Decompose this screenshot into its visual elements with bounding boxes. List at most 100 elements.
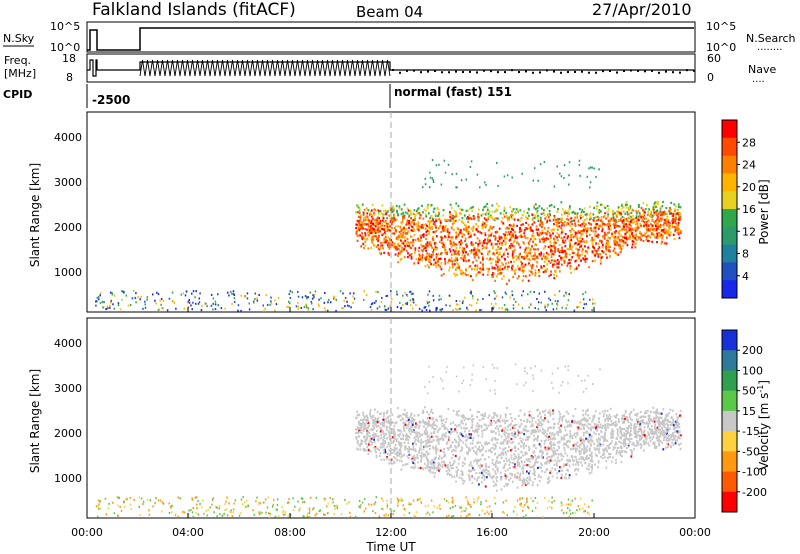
scatter-point xyxy=(548,297,550,300)
power-colorbar-swatch xyxy=(722,173,737,192)
scatter-point xyxy=(397,254,399,257)
scatter-point xyxy=(553,425,555,429)
scatter-point xyxy=(465,268,467,271)
scatter-point xyxy=(486,237,489,240)
scatter-point xyxy=(461,301,464,304)
scatter-point xyxy=(466,307,468,310)
scatter-point xyxy=(506,219,509,222)
scatter-point xyxy=(584,291,587,294)
scatter-point xyxy=(645,236,648,239)
scatter-point xyxy=(528,258,531,261)
scatter-point xyxy=(625,201,628,204)
scatter-point xyxy=(432,222,435,226)
scatter-point xyxy=(453,475,456,478)
scatter-point xyxy=(429,227,431,230)
scatter-point xyxy=(554,247,557,250)
scatter-point xyxy=(651,214,654,217)
scatter-point xyxy=(609,255,611,259)
scatter-point xyxy=(641,234,644,237)
scatter-point xyxy=(221,514,224,517)
scatter-point xyxy=(453,263,456,266)
scatter-point xyxy=(513,466,516,469)
scatter-point xyxy=(425,442,428,445)
scatter-point xyxy=(381,219,384,222)
scatter-point xyxy=(481,256,484,259)
scatter-point xyxy=(270,296,272,299)
scatter-point xyxy=(598,246,601,249)
scatter-point xyxy=(677,205,680,209)
scatter-point xyxy=(591,426,594,429)
scatter-point xyxy=(539,216,542,219)
scatter-point xyxy=(506,475,509,478)
scatter-point xyxy=(620,204,623,207)
scatter-point xyxy=(508,279,511,282)
scatter-point xyxy=(409,246,412,250)
scatter-point xyxy=(511,473,513,477)
scatter-point xyxy=(455,215,458,218)
scatter-point xyxy=(483,478,486,481)
scatter-point xyxy=(623,216,626,220)
scatter-point xyxy=(571,499,573,502)
scatter-point xyxy=(499,471,502,474)
scatter-point xyxy=(607,426,610,429)
scatter-point xyxy=(651,226,653,230)
scatter-point xyxy=(663,418,666,422)
scatter-point xyxy=(449,216,452,219)
scatter-point xyxy=(481,223,484,226)
scatter-point xyxy=(566,454,569,457)
scatter-point xyxy=(192,301,194,304)
scatter-point xyxy=(613,226,616,229)
scatter-point xyxy=(239,512,242,515)
scatter-point xyxy=(480,252,483,255)
scatter-point xyxy=(359,216,362,219)
scatter-point xyxy=(427,293,429,296)
scatter-point xyxy=(662,212,664,215)
scatter-point xyxy=(494,446,497,450)
scatter-point xyxy=(375,245,378,249)
scatter-point xyxy=(542,223,544,226)
scatter-point xyxy=(488,234,491,238)
scatter-point xyxy=(454,256,457,259)
scatter-point xyxy=(556,476,558,479)
scatter-point xyxy=(446,252,448,256)
scatter-point xyxy=(191,497,193,500)
scatter-point xyxy=(386,229,389,233)
scatter-point xyxy=(410,229,413,232)
scatter-point xyxy=(183,511,186,514)
scatter-point xyxy=(406,434,409,438)
scatter-point xyxy=(552,228,554,231)
scatter-point xyxy=(621,228,624,231)
scatter-point xyxy=(419,421,422,424)
scatter-point xyxy=(473,501,475,504)
scatter-point xyxy=(677,218,680,221)
scatter-point xyxy=(445,515,448,518)
scatter-point xyxy=(470,241,473,244)
scatter-point xyxy=(619,441,622,444)
scatter-point xyxy=(451,475,453,478)
scatter-point xyxy=(654,222,656,225)
scatter-point xyxy=(431,217,434,220)
scatter-point xyxy=(445,304,447,307)
scatter-point xyxy=(517,256,520,259)
scatter-point xyxy=(300,306,303,309)
scatter-point xyxy=(455,243,458,246)
scatter-point xyxy=(384,221,387,224)
scatter-point xyxy=(197,302,200,305)
scatter-point xyxy=(583,303,586,306)
scatter-point xyxy=(465,217,468,220)
scatter-point xyxy=(385,512,387,515)
scatter-point xyxy=(267,496,270,499)
scatter-point xyxy=(604,223,607,226)
scatter-point xyxy=(643,426,646,429)
scatter-point xyxy=(500,220,503,223)
scatter-point xyxy=(415,222,418,225)
scatter-point xyxy=(389,220,392,223)
scatter-point xyxy=(485,442,488,446)
scatter-point xyxy=(490,510,492,513)
scatter-point xyxy=(479,463,482,466)
scatter-point xyxy=(526,418,529,421)
scatter-point xyxy=(490,419,493,422)
scatter-point xyxy=(365,207,368,210)
scatter-point xyxy=(594,448,597,451)
scatter-point xyxy=(442,214,445,217)
